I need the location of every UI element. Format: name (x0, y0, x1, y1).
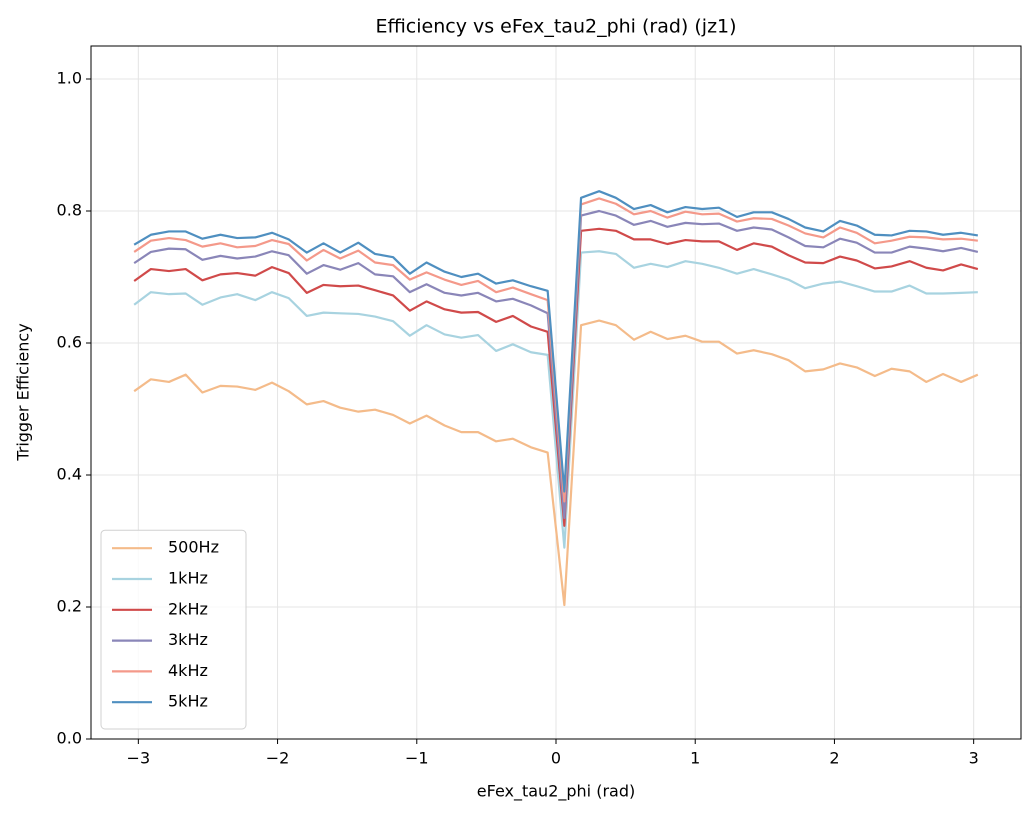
legend-label: 3kHz (168, 630, 208, 649)
x-tick-label: 0 (551, 749, 561, 768)
series-line (133, 209, 979, 519)
series-line (133, 319, 979, 607)
lines (133, 190, 979, 607)
y-tick-label: 0.6 (57, 333, 82, 352)
legend-label: 4kHz (168, 661, 208, 680)
y-tick-label: 1.0 (57, 69, 82, 88)
ticks: −3 −2 −1 0 1 2 3 0.0 0.2 0.4 0.6 0.8 1.0 (57, 69, 979, 768)
x-tick-label: −3 (127, 749, 151, 768)
x-axis-label: eFex_tau2_phi (rad) (477, 782, 635, 802)
x-tick-label: 3 (969, 749, 979, 768)
legend-label: 2kHz (168, 599, 208, 618)
y-tick-label: 0.2 (57, 597, 82, 616)
series-line (133, 190, 979, 493)
y-tick-label: 0.0 (57, 729, 82, 748)
series-line (133, 250, 978, 549)
x-tick-label: −1 (405, 749, 429, 768)
chart-title: Efficiency vs eFex_tau2_phi (rad) (jz1) (375, 16, 736, 38)
y-tick-label: 0.4 (57, 465, 82, 484)
y-axis-label: Trigger Efficiency (14, 323, 33, 461)
x-tick-label: 2 (829, 749, 839, 768)
legend-label: 500Hz (168, 538, 219, 557)
legend-label: 1kHz (168, 569, 208, 588)
legend-label: 5kHz (168, 692, 208, 711)
grid (91, 46, 1021, 740)
legend: 500Hz 1kHz 2kHz 3kHz 4kHz 5kHz (100, 529, 247, 730)
x-tick-label: −2 (266, 749, 290, 768)
y-tick-label: 0.8 (57, 201, 82, 220)
x-tick-label: 1 (690, 749, 700, 768)
